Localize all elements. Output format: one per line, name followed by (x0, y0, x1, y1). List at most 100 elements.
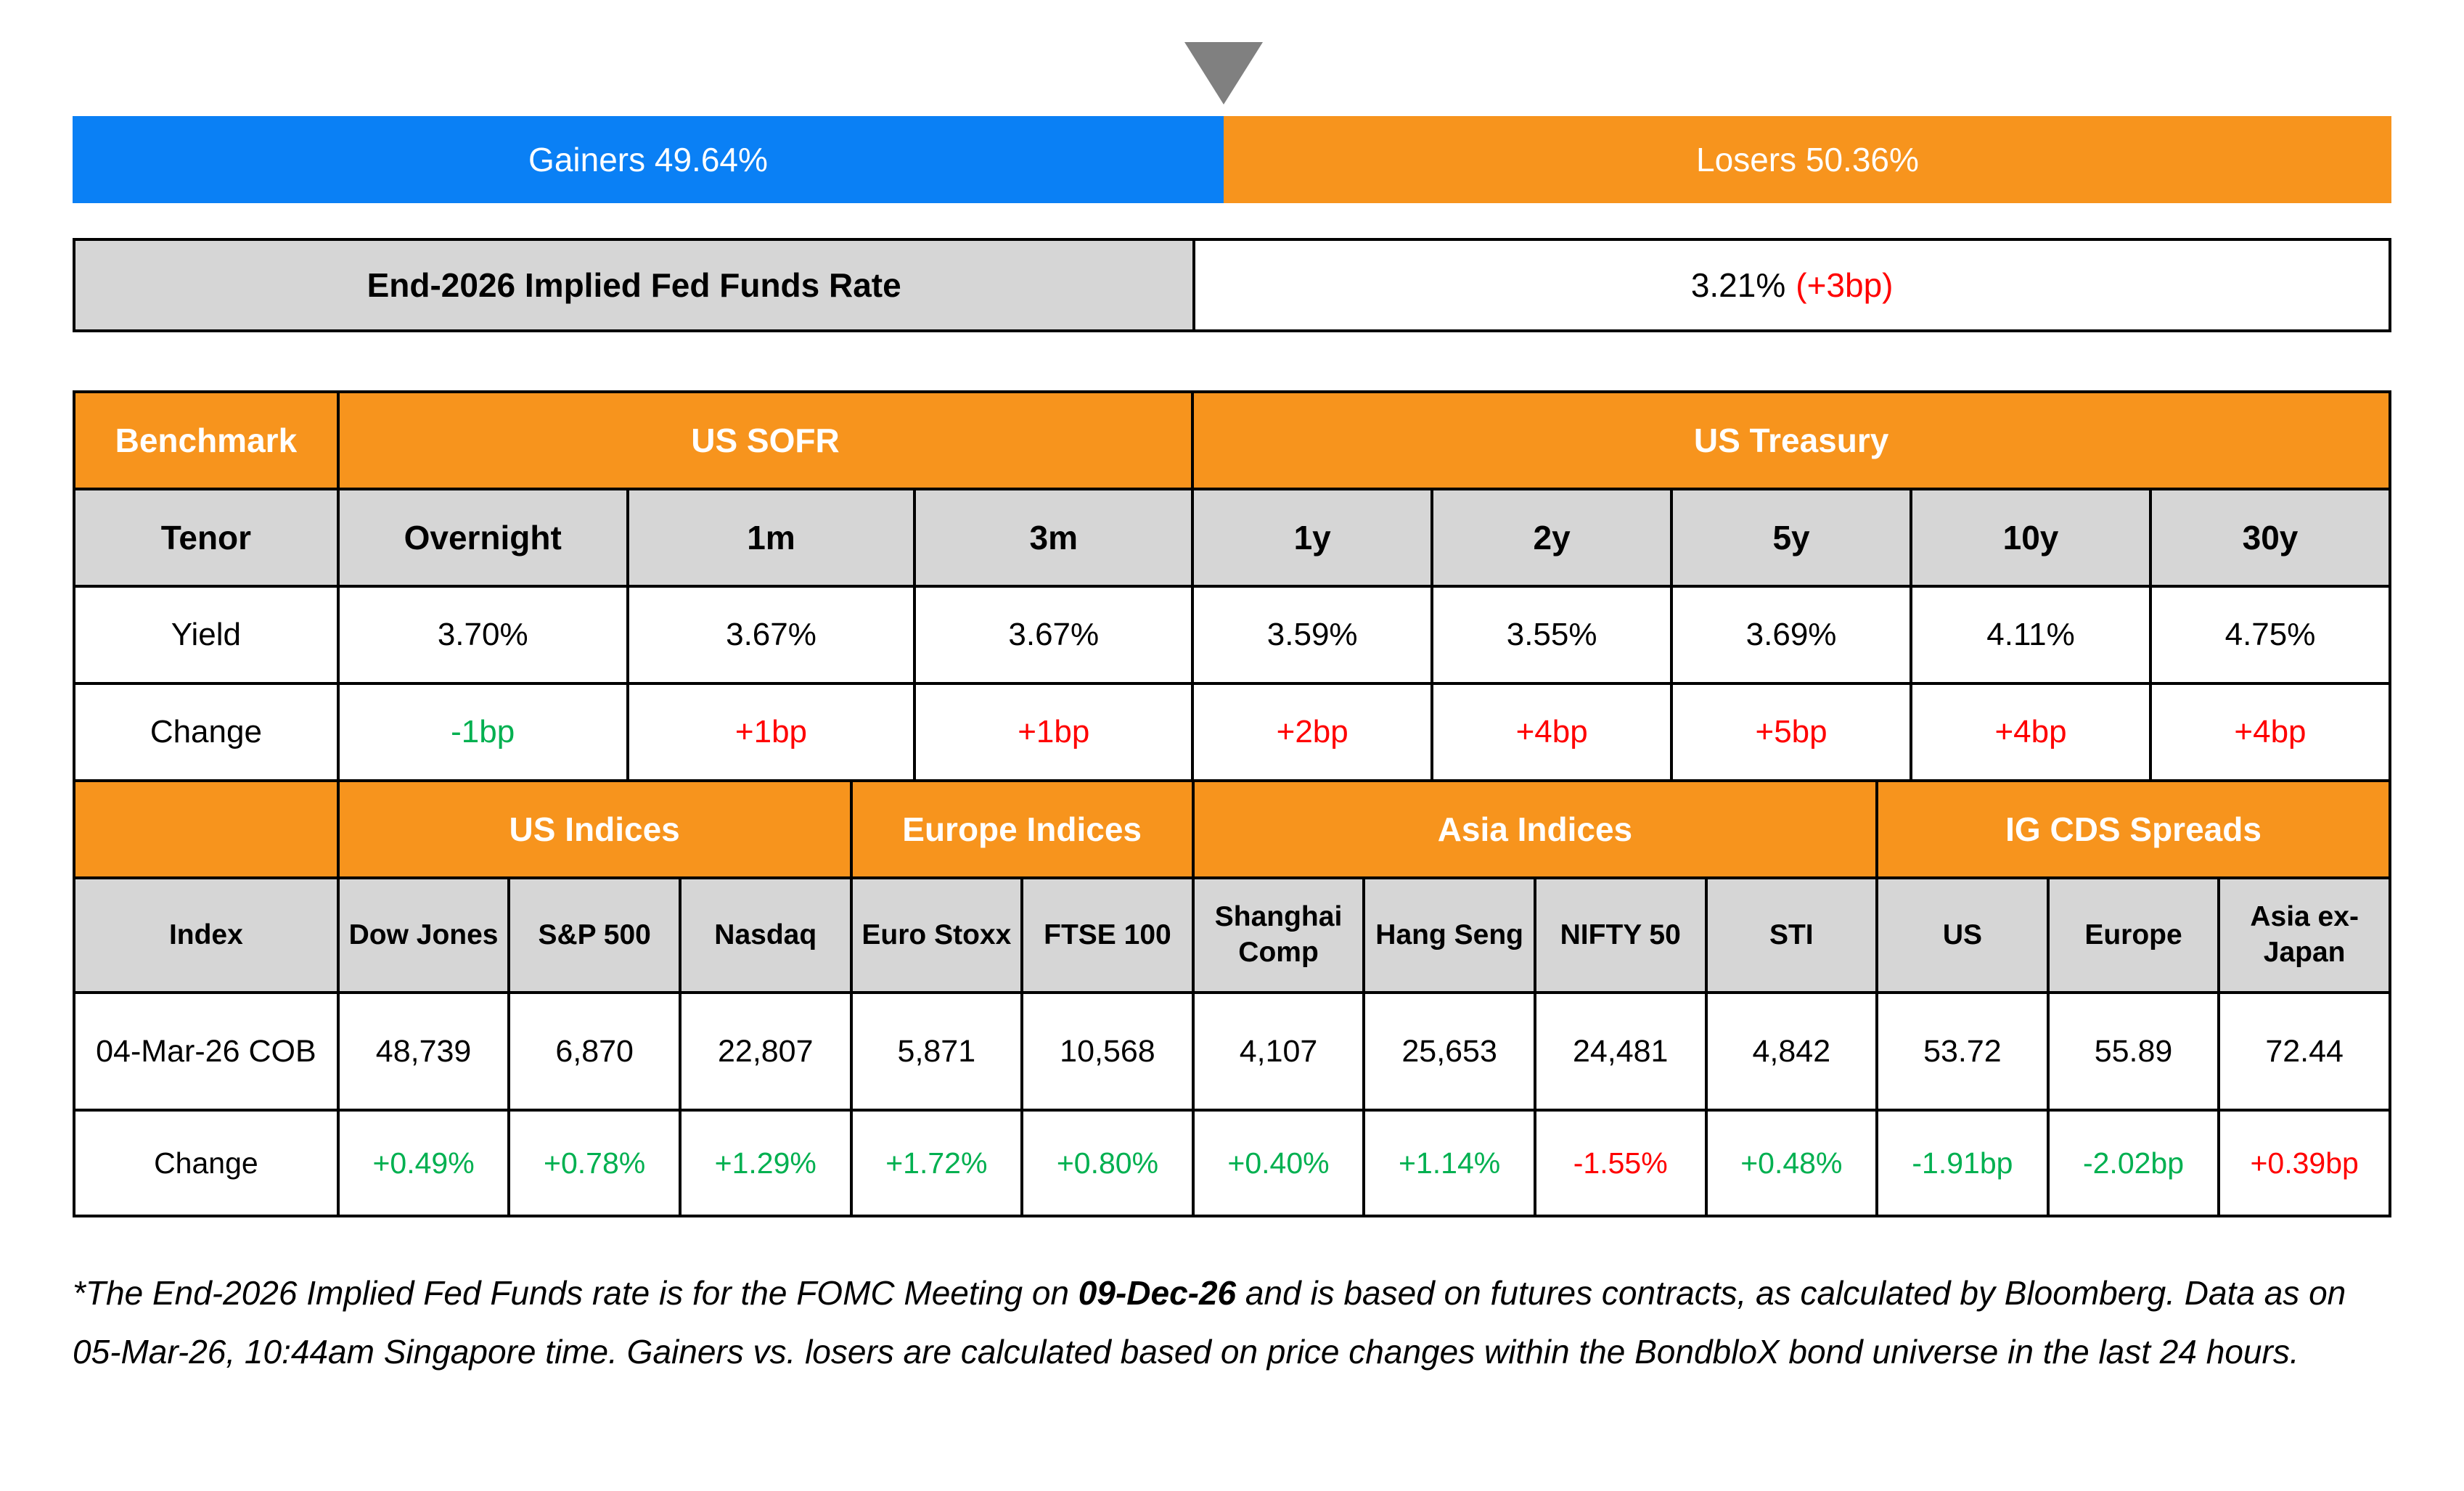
index-name-cell: US (1875, 876, 2050, 994)
us-indices-header: US Indices (336, 782, 853, 879)
yield-cell: 3.59% (1191, 585, 1434, 685)
tenor-cell: 1y (1191, 488, 1434, 588)
tenor-cell: Overnight (336, 488, 629, 588)
losers-label: Losers 50.36% (1696, 141, 1919, 178)
indices-table: US Indices Europe Indices Asia Indices I… (73, 782, 2391, 1217)
gainers-segment: Gainers 49.64% (73, 116, 1224, 203)
index-name-cell: Dow Jones (336, 876, 511, 994)
index-name-cell: S&P 500 (507, 876, 682, 994)
tenor-row: Tenor Overnight 1m 3m 1y 2y 5y 10y 30y (73, 488, 2392, 588)
market-dashboard: Gainers 49.64% Losers 50.36% End-2026 Im… (73, 42, 2392, 1381)
index-value-cell: 72.44 (2217, 991, 2391, 1112)
fed-funds-row: End-2026 Implied Fed Funds Rate 3.21% (+… (73, 238, 2391, 332)
index-change-cell: -1.91bp (1875, 1109, 2050, 1217)
change-cell: +2bp (1191, 682, 1434, 782)
tenor-cell: 1m (626, 488, 917, 588)
ig-cds-header: IG CDS Spreads (1875, 782, 2391, 879)
index-value-cell: 25,653 (1362, 991, 1536, 1112)
yield-cell: 3.67% (913, 585, 1195, 685)
tenor-cell: 5y (1670, 488, 1913, 588)
indices-header-row: US Indices Europe Indices Asia Indices I… (73, 782, 2391, 879)
index-value-cell: 55.89 (2046, 991, 2221, 1112)
benchmark-corner-cell: Benchmark (73, 390, 340, 490)
index-change-cell: +0.78% (507, 1109, 682, 1217)
us-sofr-header: US SOFR (336, 390, 1195, 490)
index-names-row: Index Dow Jones S&P 500 Nasdaq Euro Stox… (73, 876, 2391, 994)
tenor-row-label: Tenor (73, 488, 340, 588)
change-row-label: Change (73, 682, 340, 782)
benchmark-change-row: Change -1bp +1bp +1bp +2bp +4bp +5bp +4b… (73, 682, 2392, 782)
index-name-cell: STI (1704, 876, 1879, 994)
fed-pointer-triangle (1184, 42, 1263, 104)
index-name-cell: Hang Seng (1362, 876, 1536, 994)
yield-cell: 4.75% (2148, 585, 2392, 685)
fed-funds-label: End-2026 Implied Fed Funds Rate (75, 241, 1196, 329)
yield-cell: 3.55% (1430, 585, 1674, 685)
europe-indices-header: Europe Indices (849, 782, 1195, 879)
index-name-cell: Nasdaq (678, 876, 853, 994)
index-change-cell: +0.40% (1191, 1109, 1366, 1217)
tenor-cell: 3m (913, 488, 1195, 588)
index-row-label: Index (73, 876, 340, 994)
index-value-cell: 5,871 (849, 991, 1024, 1112)
index-change-cell: +0.48% (1704, 1109, 1879, 1217)
index-name-cell: NIFTY 50 (1533, 876, 1708, 994)
index-change-cell: +0.39bp (2217, 1109, 2391, 1217)
fed-funds-value: 3.21% (+3bp) (1195, 241, 2389, 329)
index-value-cell: 48,739 (336, 991, 511, 1112)
footnote: *The End-2026 Implied Fed Funds rate is … (73, 1264, 2391, 1381)
asia-indices-header: Asia Indices (1191, 782, 1879, 879)
fed-funds-rate: 3.21% (1690, 266, 1786, 304)
index-name-cell: FTSE 100 (1020, 876, 1195, 994)
yield-cell: 3.70% (336, 585, 629, 685)
tenor-cell: 30y (2148, 488, 2392, 588)
index-value-cell: 6,870 (507, 991, 682, 1112)
index-name-cell: Asia ex-Japan (2217, 876, 2391, 994)
yield-cell: 3.67% (626, 585, 917, 685)
change-cell: -1bp (336, 682, 629, 782)
index-change-cell: +1.29% (678, 1109, 853, 1217)
index-values-row: 04-Mar-26 COB 48,739 6,870 22,807 5,871 … (73, 991, 2391, 1112)
index-change-cell: +0.80% (1020, 1109, 1195, 1217)
cob-row-label: 04-Mar-26 COB (73, 991, 340, 1112)
change-cell: +1bp (913, 682, 1195, 782)
change-cell: +4bp (2148, 682, 2392, 782)
index-name-cell: Europe (2046, 876, 2221, 994)
index-change-cell: +1.14% (1362, 1109, 1536, 1217)
tenor-cell: 2y (1430, 488, 1674, 588)
benchmark-header-row: Benchmark US SOFR US Treasury (73, 390, 2391, 490)
yield-row-label: Yield (73, 585, 340, 685)
tenor-cell: 10y (1910, 488, 2152, 588)
gainers-label: Gainers 49.64% (528, 141, 768, 178)
pointer-row (73, 42, 2391, 106)
index-change-row: Change +0.49% +0.78% +1.29% +1.72% +0.80… (73, 1109, 2391, 1217)
index-change-cell: -1.55% (1533, 1109, 1708, 1217)
benchmark-table: Benchmark US SOFR US Treasury Tenor Over… (73, 390, 2392, 782)
index-change-cell: +1.72% (849, 1109, 1024, 1217)
index-value-cell: 24,481 (1533, 991, 1708, 1112)
us-treasury-header: US Treasury (1191, 390, 2391, 490)
footnote-part2: and is based on futures contracts, as ca… (73, 1274, 2346, 1371)
indices-change-row-label: Change (73, 1109, 340, 1217)
index-name-cell: Euro Stoxx (849, 876, 1024, 994)
yield-cell: 4.11% (1910, 585, 2152, 685)
fed-funds-change: (+3bp) (1796, 266, 1894, 304)
index-change-cell: -2.02bp (2046, 1109, 2221, 1217)
index-value-cell: 4,842 (1704, 991, 1879, 1112)
losers-segment: Losers 50.36% (1223, 116, 2391, 203)
footnote-part1: *The End-2026 Implied Fed Funds rate is … (73, 1274, 1078, 1312)
index-value-cell: 4,107 (1191, 991, 1366, 1112)
indices-corner-cell (73, 782, 340, 879)
change-cell: +4bp (1430, 682, 1674, 782)
footnote-bold-date: 09-Dec-26 (1078, 1274, 1237, 1312)
index-value-cell: 10,568 (1020, 991, 1195, 1112)
yield-cell: 3.69% (1670, 585, 1913, 685)
index-value-cell: 53.72 (1875, 991, 2050, 1112)
change-cell: +5bp (1670, 682, 1913, 782)
index-name-cell: Shanghai Comp (1191, 876, 1366, 994)
yield-row: Yield 3.70% 3.67% 3.67% 3.59% 3.55% 3.69… (73, 585, 2392, 685)
index-change-cell: +0.49% (336, 1109, 511, 1217)
change-cell: +1bp (626, 682, 917, 782)
gainers-losers-bar: Gainers 49.64% Losers 50.36% (73, 116, 2391, 203)
change-cell: +4bp (1910, 682, 2152, 782)
